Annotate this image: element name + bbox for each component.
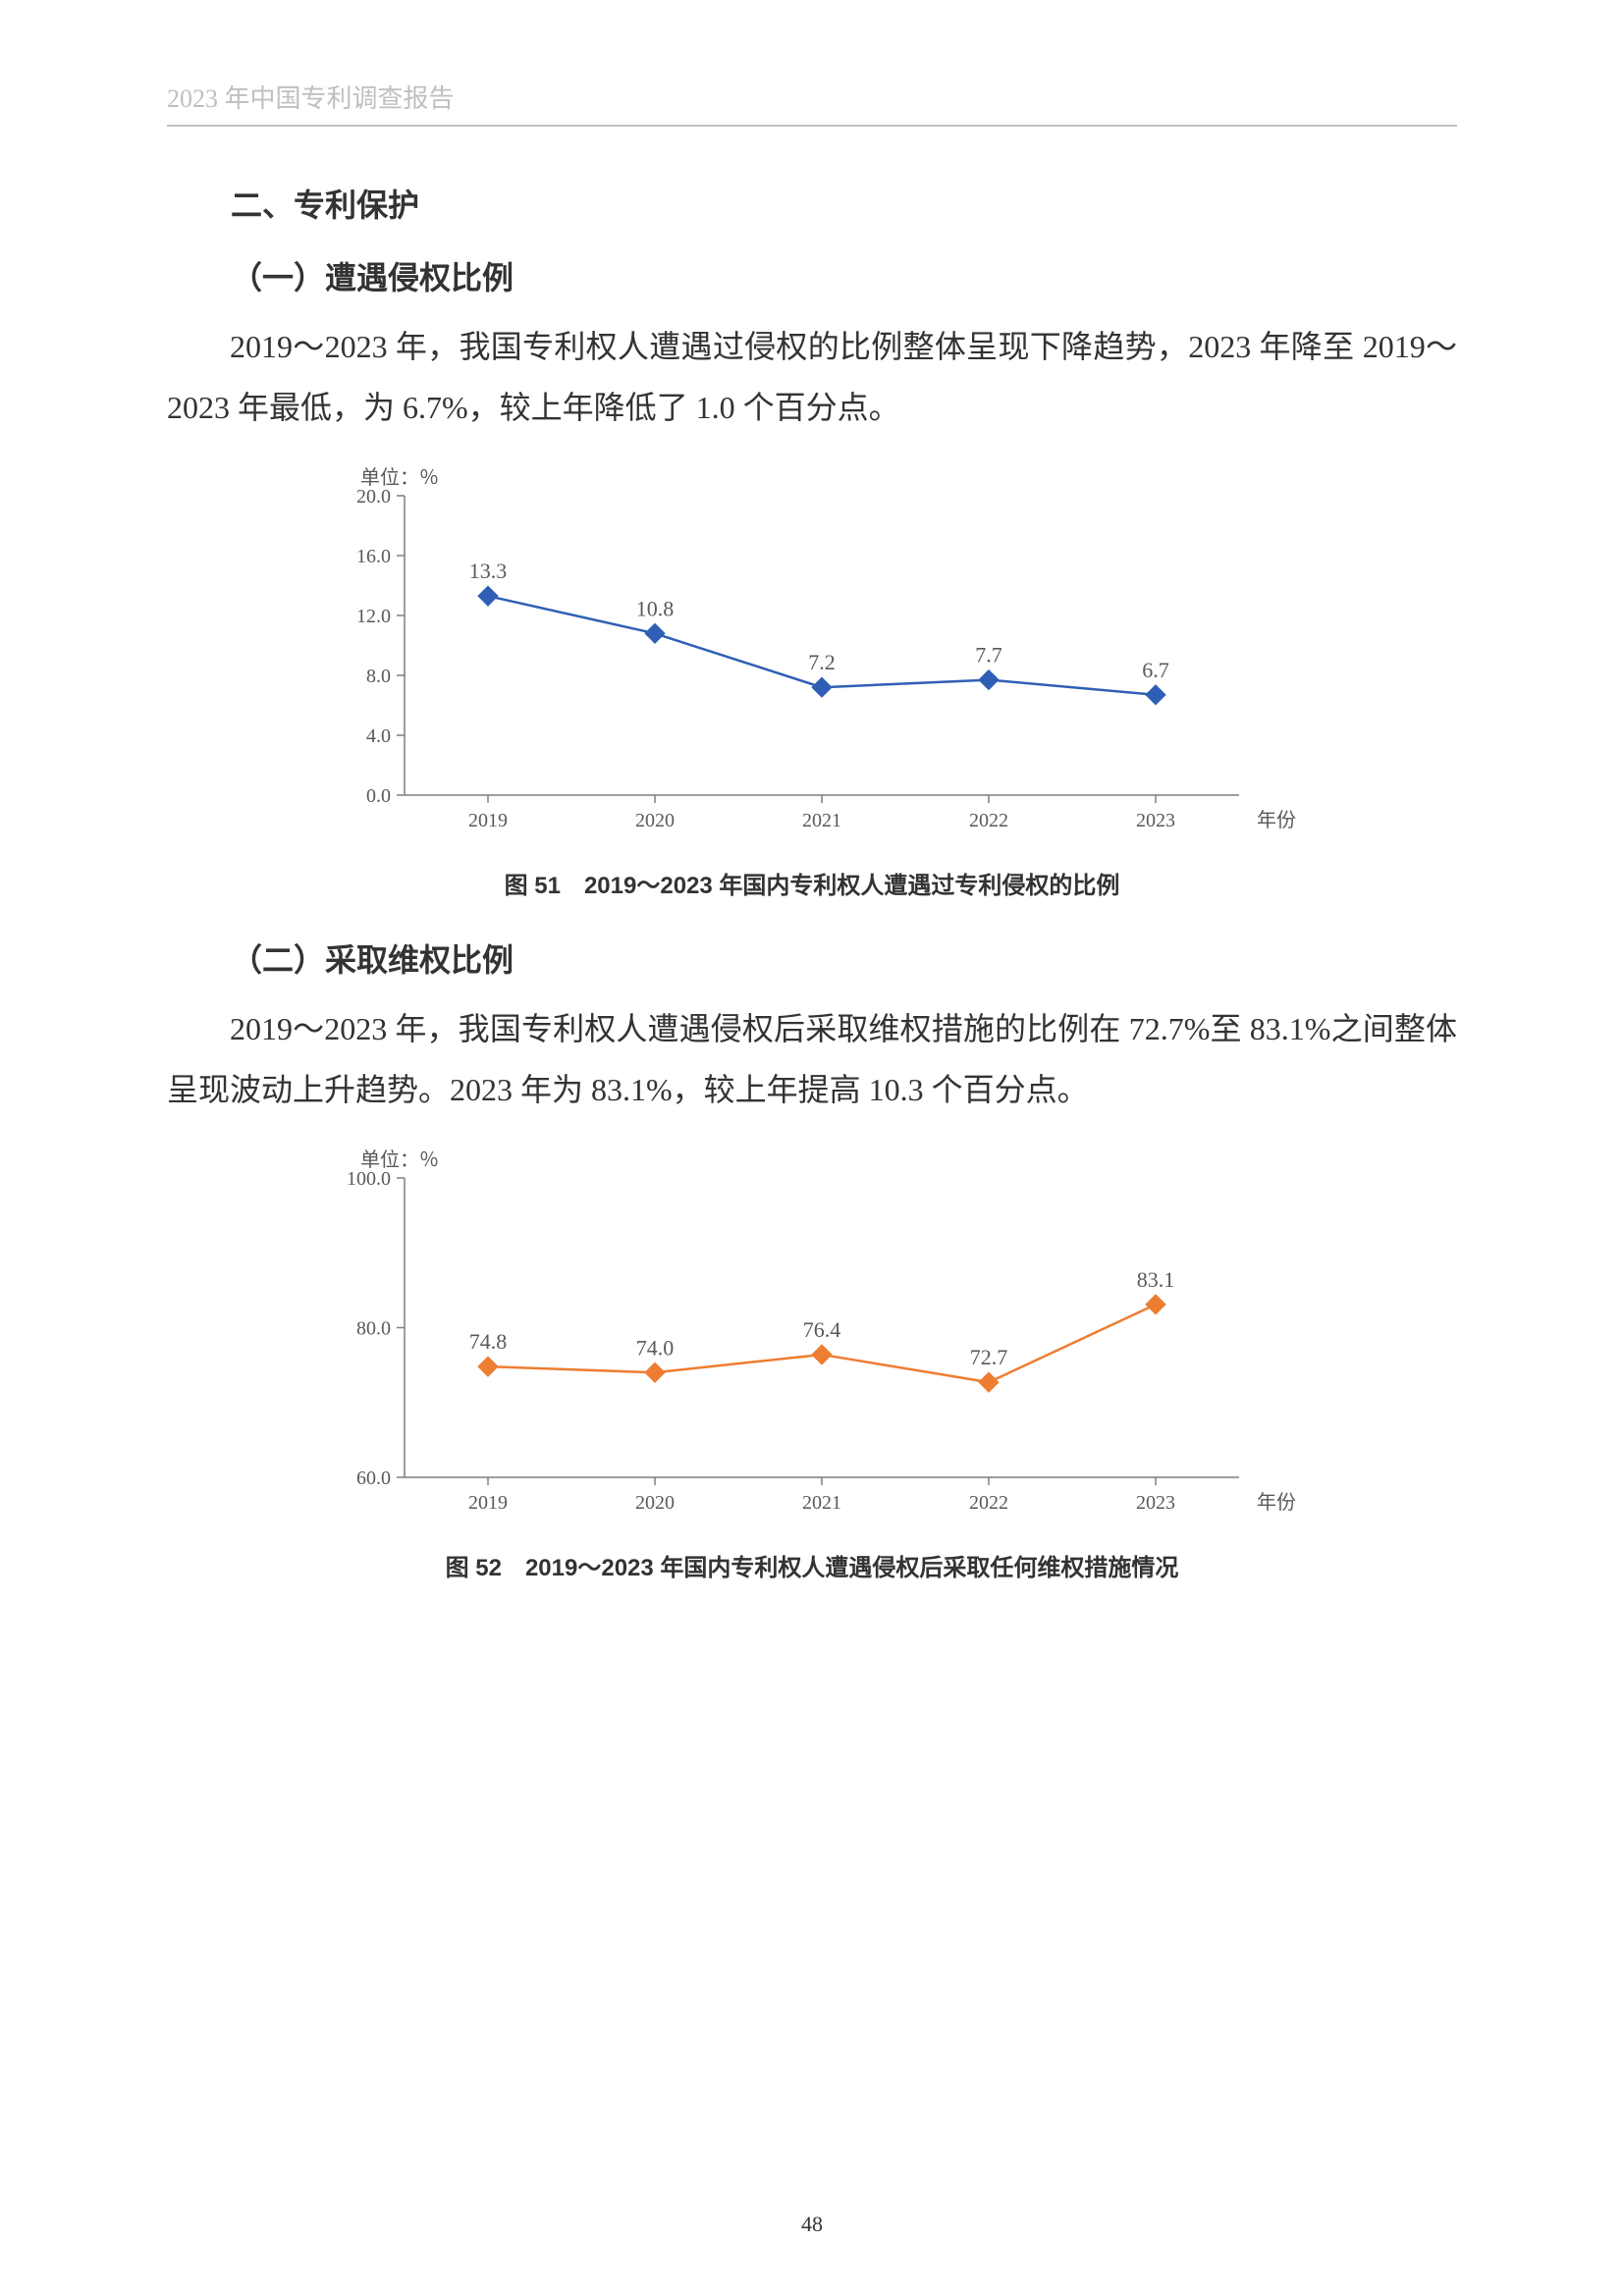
svg-text:2021: 2021 (802, 1492, 841, 1514)
chart-2-caption: 图 52 2019～2023 年国内专利权人遭遇侵权后采取任何维权措施情况 (167, 1548, 1457, 1582)
subsection-2-paragraph: 2019～2023 年，我国专利权人遭遇侵权后采取维权措施的比例在 72.7%至… (167, 998, 1457, 1121)
svg-text:2019: 2019 (468, 810, 508, 831)
svg-text:2021: 2021 (802, 810, 841, 831)
svg-text:2023: 2023 (1136, 1492, 1175, 1514)
svg-text:7.7: 7.7 (975, 642, 1002, 667)
page: 2023 年中国专利调查报告 二、专利保护 （一）遭遇侵权比例 2019～202… (0, 0, 1624, 2296)
svg-text:76.4: 76.4 (803, 1317, 841, 1342)
chart-2: 单位：％60.080.0100.020192020202120222023年份7… (297, 1139, 1327, 1531)
svg-text:13.3: 13.3 (469, 559, 508, 583)
svg-text:20.0: 20.0 (356, 486, 391, 507)
subsection-1-paragraph: 2019～2023 年，我国专利权人遭遇过侵权的比例整体呈现下降趋势，2023 … (167, 316, 1457, 439)
svg-text:2022: 2022 (969, 810, 1008, 831)
svg-text:8.0: 8.0 (366, 666, 391, 687)
svg-text:12.0: 12.0 (356, 606, 391, 627)
subsection-2-heading: （二）采取维权比例 (231, 935, 1457, 981)
svg-text:2020: 2020 (635, 1492, 675, 1514)
svg-text:年份: 年份 (1257, 809, 1296, 831)
svg-text:80.0: 80.0 (356, 1317, 391, 1339)
page-number: 48 (0, 2212, 1624, 2237)
svg-text:6.7: 6.7 (1142, 658, 1169, 682)
svg-text:年份: 年份 (1257, 1491, 1296, 1514)
svg-text:83.1: 83.1 (1137, 1266, 1175, 1291)
header-title: 2023 年中国专利调查报告 (167, 84, 455, 113)
page-header: 2023 年中国专利调查报告 (167, 79, 1457, 127)
chart-2-wrap: 单位：％60.080.0100.020192020202120222023年份7… (297, 1139, 1327, 1536)
svg-text:2022: 2022 (969, 1492, 1008, 1514)
svg-text:0.0: 0.0 (366, 785, 391, 807)
svg-text:4.0: 4.0 (366, 725, 391, 747)
svg-text:72.7: 72.7 (970, 1345, 1008, 1369)
chart-1-caption: 图 51 2019～2023 年国内专利权人遭遇过专利侵权的比例 (167, 866, 1457, 900)
svg-text:2020: 2020 (635, 810, 675, 831)
section-heading: 二、专利保护 (231, 181, 1457, 226)
svg-text:60.0: 60.0 (356, 1468, 391, 1489)
svg-text:16.0: 16.0 (356, 546, 391, 567)
svg-text:2019: 2019 (468, 1492, 508, 1514)
svg-text:74.0: 74.0 (636, 1335, 675, 1360)
subsection-1-heading: （一）遭遇侵权比例 (231, 253, 1457, 298)
chart-1-wrap: 单位：％0.04.08.012.016.020.0201920202021202… (297, 456, 1327, 854)
svg-text:2023: 2023 (1136, 810, 1175, 831)
svg-text:7.2: 7.2 (808, 650, 836, 674)
chart-1: 单位：％0.04.08.012.016.020.0201920202021202… (297, 456, 1327, 849)
svg-text:10.8: 10.8 (636, 596, 675, 620)
svg-text:100.0: 100.0 (347, 1168, 391, 1190)
svg-text:74.8: 74.8 (469, 1329, 508, 1354)
